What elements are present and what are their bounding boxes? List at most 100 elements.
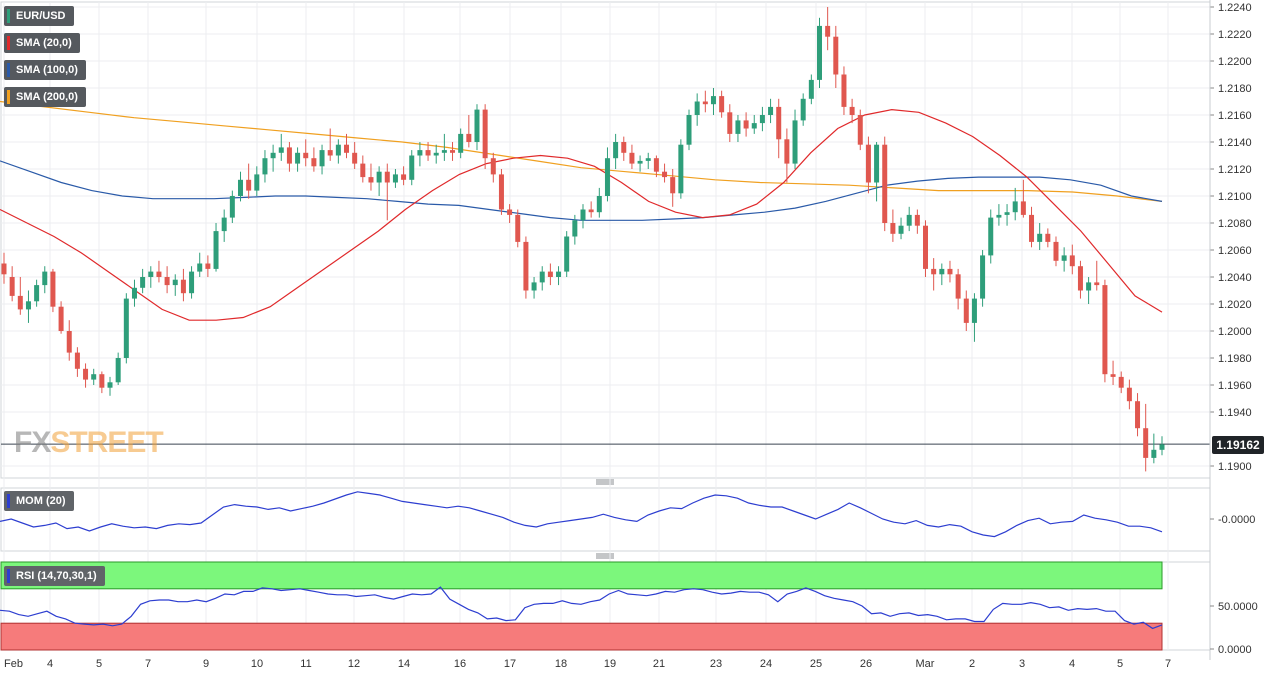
candle-body <box>792 120 798 164</box>
candle-body <box>189 271 195 294</box>
y-tick-label: 1.1900 <box>1218 461 1252 473</box>
x-tick-label: 5 <box>96 658 102 670</box>
y-tick-label: 1.2060 <box>1218 245 1252 257</box>
candle-body <box>923 225 929 269</box>
candle-body <box>1012 201 1018 213</box>
candle-body <box>9 277 15 296</box>
candle-body <box>237 179 243 196</box>
x-tick-label: 11 <box>300 658 311 670</box>
candle-body <box>123 298 129 358</box>
candle-body <box>670 177 676 194</box>
candle-body <box>1045 233 1051 242</box>
candle-body <box>694 101 700 115</box>
watermark-fx: FX <box>14 426 51 459</box>
candle-body <box>596 196 602 213</box>
candle-body <box>931 268 937 275</box>
candle-body <box>474 109 480 142</box>
mom-tick-label: -0.0000 <box>1218 514 1255 526</box>
candle-body <box>254 174 260 191</box>
legend-eurusd-label: EUR/USD <box>16 10 66 22</box>
candle-body <box>604 158 610 196</box>
indicator-lines <box>0 100 1210 630</box>
legend-sma100-label: SMA (100,0) <box>16 64 78 76</box>
candle-body <box>613 142 619 159</box>
mom-line <box>0 491 1163 538</box>
legend-sma200[interactable]: SMA (200,0) <box>4 87 86 107</box>
candle-body <box>1126 387 1132 402</box>
x-tick-label: 21 <box>653 658 665 670</box>
candle-body <box>849 106 855 115</box>
legend-rsi[interactable]: RSI (14,70,30,1) <box>4 566 105 586</box>
current-price-tag: 1.19162 <box>1212 436 1264 454</box>
candle-body <box>971 298 977 323</box>
candle-body <box>833 36 839 75</box>
legend-rsi-swatch <box>7 569 10 583</box>
candle-body <box>384 171 390 183</box>
candle-body <box>458 133 464 153</box>
candle-body <box>547 271 553 277</box>
y-tick-label: 1.1960 <box>1218 380 1252 392</box>
x-tick-label: 26 <box>860 658 872 670</box>
candle-body <box>882 144 888 223</box>
candle-body <box>564 236 570 272</box>
y-tick-label: 1.2160 <box>1218 110 1252 122</box>
candle-body <box>914 214 920 226</box>
legend-mom[interactable]: MOM (20) <box>4 491 74 511</box>
legend-eurusd[interactable]: EUR/USD <box>4 6 74 26</box>
candle-body <box>360 163 366 178</box>
candle-body <box>148 271 154 277</box>
candle-body <box>99 374 105 388</box>
candle-body <box>898 225 904 234</box>
candle-body <box>808 79 814 99</box>
candle-body <box>776 106 782 140</box>
candle-body <box>1004 212 1010 215</box>
candle-body <box>180 279 186 294</box>
rsi-line <box>0 586 1163 630</box>
candlesticks <box>1 7 1165 472</box>
y-tick-label: 1.2200 <box>1218 56 1252 68</box>
legend-sma20[interactable]: SMA (20,0) <box>4 33 80 53</box>
candle-body <box>1094 282 1100 286</box>
candle-body <box>107 382 113 388</box>
x-tick-label: 4 <box>47 658 53 670</box>
candle-body <box>768 106 774 115</box>
candle-body <box>278 147 284 153</box>
candle-body <box>319 150 325 167</box>
rsi-zones <box>0 561 1163 651</box>
candle-body <box>335 144 341 156</box>
candle-body <box>800 98 806 121</box>
candle-body <box>425 150 431 156</box>
pane-border <box>0 1 1211 479</box>
sma200-line <box>0 100 1163 202</box>
y-tick-label: 1.2000 <box>1218 326 1252 338</box>
x-tick-label: 12 <box>348 658 360 670</box>
candle-body <box>83 368 89 380</box>
candle-body <box>980 255 986 299</box>
legend-rsi-label: RSI (14,70,30,1) <box>16 570 97 582</box>
sma20-line <box>0 108 1163 321</box>
y-tick-label: 1.1980 <box>1218 353 1252 365</box>
candle-body <box>50 271 56 307</box>
x-tick-label: 24 <box>760 658 772 670</box>
candle-body <box>653 158 659 172</box>
y-tick-label: 1.2100 <box>1218 191 1252 203</box>
candle-body <box>751 123 757 129</box>
legend-sma100[interactable]: SMA (100,0) <box>4 60 86 80</box>
candle-body <box>662 171 668 178</box>
candle-body <box>246 179 252 191</box>
candle-body <box>213 231 219 269</box>
x-tick-label: 18 <box>555 658 567 670</box>
candle-body <box>531 282 537 291</box>
candle-body <box>498 174 504 210</box>
candle-body <box>678 144 684 194</box>
candle-body <box>205 263 211 269</box>
candle-body <box>303 152 309 159</box>
candle-body <box>1143 428 1149 458</box>
candle-body <box>17 295 23 310</box>
candle-body <box>66 331 72 353</box>
x-tick-label: 16 <box>454 658 466 670</box>
candle-body <box>25 301 31 310</box>
candle-body <box>645 158 651 161</box>
